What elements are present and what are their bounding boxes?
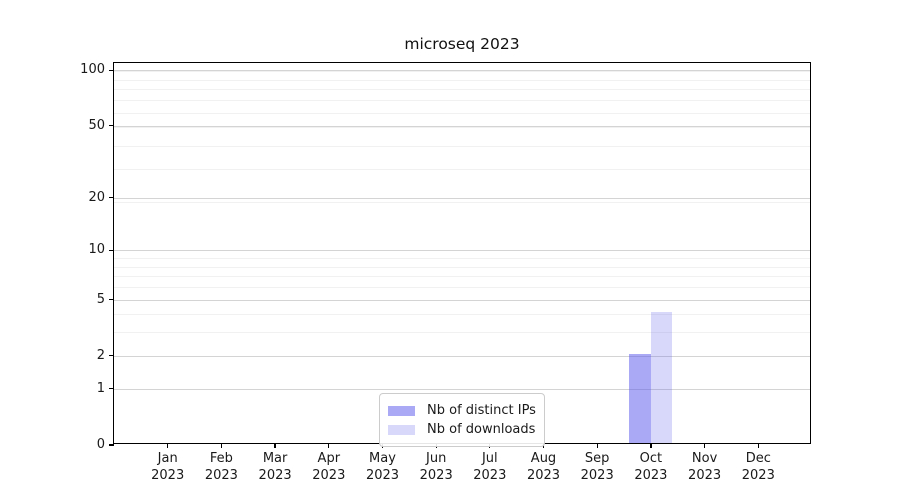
y-tick-label: 0 — [96, 437, 105, 453]
minor-gridline — [114, 89, 810, 91]
x-tick-label: Mar 2023 — [259, 451, 292, 484]
x-tick-label: Jun 2023 — [420, 451, 453, 484]
y-tick-mark — [109, 197, 114, 199]
minor-gridline — [114, 258, 810, 260]
x-tick-label: Aug 2023 — [527, 451, 560, 484]
legend: Nb of distinct IPs Nb of downloads — [379, 393, 545, 447]
minor-gridline — [114, 276, 810, 278]
x-tick-label-line: Mar — [262, 451, 288, 466]
y-tick-label: 50 — [88, 117, 105, 133]
x-tick-label-line: 2023 — [151, 467, 185, 483]
x-tick-label-line: 2023 — [204, 467, 238, 483]
y-tick-label: 5 — [96, 291, 105, 307]
x-tick-label: Feb 2023 — [205, 451, 238, 484]
minor-gridline — [114, 201, 810, 203]
legend-items: Nb of distinct IPs Nb of downloads — [388, 402, 536, 438]
x-tick-label-line: 2023 — [634, 467, 668, 483]
minor-gridline — [114, 287, 810, 288]
minor-gridline — [114, 266, 810, 268]
x-tick-mark — [757, 443, 759, 448]
x-tick-label-line: Feb — [209, 451, 233, 466]
legend-item: Nb of distinct IPs — [388, 402, 536, 419]
bar-nb-of-downloads — [650, 312, 673, 443]
x-tick-label-line: 2023 — [688, 467, 722, 483]
x-tick-label-line: Sep — [584, 451, 610, 466]
x-tick-label-line: 2023 — [312, 467, 346, 483]
y-tick-mark — [109, 298, 114, 301]
x-tick-label-line: Jul — [481, 451, 498, 466]
x-tick-label: May 2023 — [366, 451, 399, 484]
minor-gridline — [114, 314, 810, 316]
legend-swatch — [388, 424, 415, 435]
major-gridline — [114, 299, 810, 301]
x-tick-label: Apr 2023 — [312, 451, 345, 484]
x-tick-label-line: Jun — [426, 451, 447, 466]
y-tick-label: 2 — [96, 347, 105, 363]
plot-area: 0 1 2 5 10 20 50 100 Jan 2023 Feb 2023 Mar 2023 Apr 202… — [80, 62, 811, 483]
x-tick-label-line: 2023 — [258, 467, 292, 483]
x-tick-label-line: Dec — [745, 451, 771, 466]
x-tick-label-line: 2023 — [365, 467, 400, 483]
x-tick-label-line: Aug — [530, 451, 557, 466]
x-tick-mark — [167, 443, 169, 448]
y-tick-label: 20 — [88, 189, 105, 205]
x-tick-label-line: 2023 — [741, 467, 775, 483]
bar-nb-of-distinct-ips — [629, 353, 651, 443]
legend-item: Nb of downloads — [388, 421, 536, 438]
x-tick-mark — [328, 443, 330, 448]
x-tick-label-line: Oct — [639, 451, 663, 466]
minor-gridline — [114, 127, 810, 129]
x-tick-label: Jan 2023 — [151, 451, 184, 484]
x-tick-label-line: 2023 — [580, 467, 614, 483]
minor-gridline — [114, 71, 810, 73]
minor-gridline — [114, 79, 810, 81]
minor-gridline — [114, 332, 810, 334]
y-tick-mark — [109, 388, 114, 390]
x-tick-label-line: 2023 — [473, 467, 507, 483]
y-tick-mark — [109, 249, 114, 251]
x-tick-label-line: Apr — [317, 451, 341, 466]
y-tick-label: 1 — [96, 380, 105, 396]
y-tick-label: 10 — [88, 242, 105, 258]
x-tick-mark — [596, 443, 598, 448]
x-tick-label-line: Nov — [691, 451, 718, 466]
x-tick-label: Dec 2023 — [742, 451, 775, 484]
legend-swatch — [388, 405, 415, 416]
y-tick-label: 100 — [80, 62, 105, 78]
major-gridline — [114, 70, 810, 72]
major-gridline — [114, 125, 810, 127]
y-tick-mark — [109, 69, 114, 71]
x-tick-label: Nov 2023 — [688, 451, 721, 484]
minor-gridline — [114, 145, 810, 147]
legend-label: Nb of downloads — [427, 422, 536, 437]
minor-gridline — [114, 100, 810, 102]
major-gridline — [114, 355, 810, 357]
major-gridline — [114, 250, 810, 252]
x-tick-label: Jul 2023 — [473, 451, 506, 484]
x-tick-mark — [220, 443, 223, 448]
y-tick-mark — [109, 125, 114, 127]
chart-title: microseq 2023 — [404, 35, 520, 53]
x-tick-label-line: 2023 — [419, 467, 453, 483]
x-tick-label: Oct 2023 — [634, 451, 667, 484]
x-tick-mark — [703, 443, 706, 448]
x-tick-label: Sep 2023 — [581, 451, 614, 484]
x-tick-label-line: Jan — [157, 451, 178, 466]
minor-gridline — [114, 168, 810, 170]
x-tick-mark — [650, 443, 652, 448]
minor-gridline — [114, 112, 810, 114]
major-gridline — [114, 197, 810, 199]
major-gridline — [114, 388, 810, 390]
x-tick-label-line: 2023 — [526, 467, 561, 483]
x-tick-mark — [274, 443, 276, 448]
x-tick-label-line: May — [369, 451, 396, 466]
y-tick-mark — [109, 444, 114, 446]
legend-label: Nb of distinct IPs — [427, 403, 536, 418]
y-tick-mark — [109, 355, 114, 357]
